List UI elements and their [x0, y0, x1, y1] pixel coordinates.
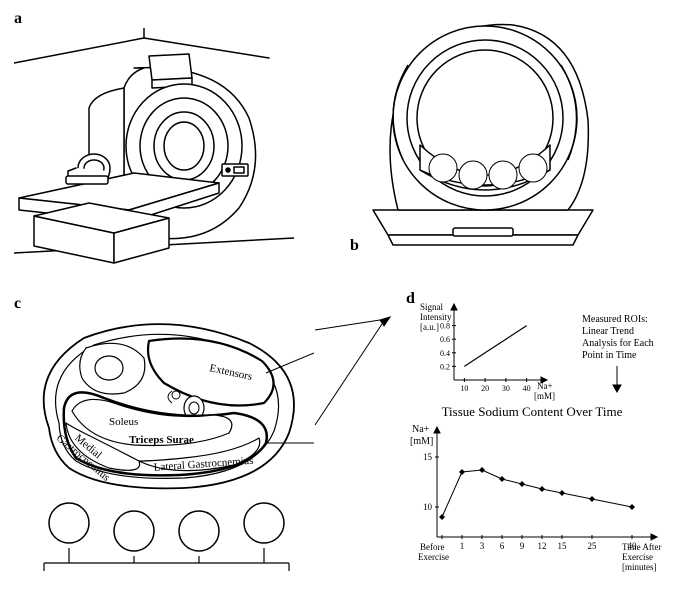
figure-container: a — [10, 10, 675, 583]
svg-text:NaCl: NaCl — [255, 524, 274, 534]
calibration-chart: Signal Intensity [a.u.] 0.2 0.4 0.6 0.8 10 2… — [382, 292, 682, 402]
svg-text:10mM: 10mM — [434, 160, 453, 168]
svg-text:Measured ROIs:: Measured ROIs: — [582, 314, 648, 325]
svg-text:10: 10 — [460, 384, 468, 393]
svg-text:NaCl: NaCl — [466, 175, 481, 183]
svg-text:15: 15 — [558, 541, 568, 551]
svg-text:Time After: Time After — [622, 542, 661, 552]
panel-c-label: c — [14, 295, 21, 312]
svg-text:10: 10 — [423, 502, 433, 512]
svg-text:1: 1 — [460, 541, 465, 551]
svg-text:25: 25 — [588, 541, 598, 551]
panel-b-label: b — [350, 237, 359, 254]
svg-text:Linear Trend: Linear Trend — [582, 326, 634, 337]
time-chart-title: Tissue Sodium Content Over Time — [442, 404, 623, 419]
svg-text:40: 40 — [523, 384, 531, 393]
svg-text:20mM: 20mM — [122, 521, 146, 531]
svg-text:6: 6 — [500, 541, 505, 551]
svg-text:Exercise: Exercise — [418, 552, 449, 562]
svg-text:[minutes]: [minutes] — [622, 562, 657, 572]
svg-text:Before: Before — [420, 542, 445, 552]
svg-text:Na+: Na+ — [412, 424, 430, 435]
svg-text:20: 20 — [481, 384, 489, 393]
svg-text:0.2: 0.2 — [440, 362, 450, 371]
leg-crosssection-drawing: Extensors Soleus Triceps Surae MedialGas… — [14, 313, 314, 583]
svg-text:Analysis for Each: Analysis for Each — [582, 338, 654, 349]
svg-text:30mM: 30mM — [494, 167, 513, 175]
svg-text:30: 30 — [502, 384, 510, 393]
svg-text:0.4: 0.4 — [440, 349, 450, 358]
svg-text:[mM]: [mM] — [534, 391, 555, 401]
svg-text:NaCl: NaCl — [436, 168, 451, 176]
svg-text:Signal: Signal — [420, 302, 444, 312]
svg-text:12: 12 — [538, 541, 547, 551]
panel-d: d Signal Intensity [a.u.] 0.20.40.60.8 1… — [382, 290, 682, 590]
svg-text:[mM]: [mM] — [410, 436, 433, 447]
svg-text:Soleus: Soleus — [109, 416, 138, 428]
svg-text:NaCl: NaCl — [526, 168, 541, 176]
svg-text:Intensity: Intensity — [420, 312, 452, 322]
svg-text:0.8: 0.8 — [440, 322, 450, 331]
svg-text:Triceps Surae: Triceps Surae — [129, 434, 194, 446]
svg-text:Na+: Na+ — [537, 381, 553, 391]
panel-a-label: a — [14, 10, 22, 27]
svg-text:NaCl: NaCl — [60, 524, 79, 534]
panel-b: b 10mMNaCl — [350, 10, 630, 270]
svg-text:3: 3 — [480, 541, 485, 551]
svg-text:Exercise: Exercise — [622, 552, 653, 562]
coil-drawing: 10mMNaCl 20mMNaCl 30mMNaCl 40mMNaCl — [363, 10, 603, 250]
time-chart: Tissue Sodium Content Over Time Na+ [mM]… — [382, 402, 682, 587]
panel-a: a — [14, 10, 294, 270]
svg-text:9: 9 — [520, 541, 525, 551]
svg-text:NaCl: NaCl — [496, 175, 511, 183]
svg-text:NaCl: NaCl — [125, 532, 144, 542]
svg-text:0.6: 0.6 — [440, 335, 450, 344]
panel-c: c — [14, 295, 314, 575]
svg-text:40mM: 40mM — [524, 160, 543, 168]
svg-text:30mM: 30mM — [187, 521, 211, 531]
svg-text:Point in Time: Point in Time — [582, 350, 637, 361]
svg-text:10mM: 10mM — [57, 513, 81, 523]
svg-text:[a.u.]: [a.u.] — [420, 322, 439, 332]
svg-text:15: 15 — [423, 452, 433, 462]
svg-text:40mM: 40mM — [252, 513, 276, 523]
svg-text:20mM: 20mM — [464, 167, 483, 175]
svg-text:NaCl: NaCl — [190, 532, 209, 542]
mri-scanner-drawing — [14, 28, 294, 278]
